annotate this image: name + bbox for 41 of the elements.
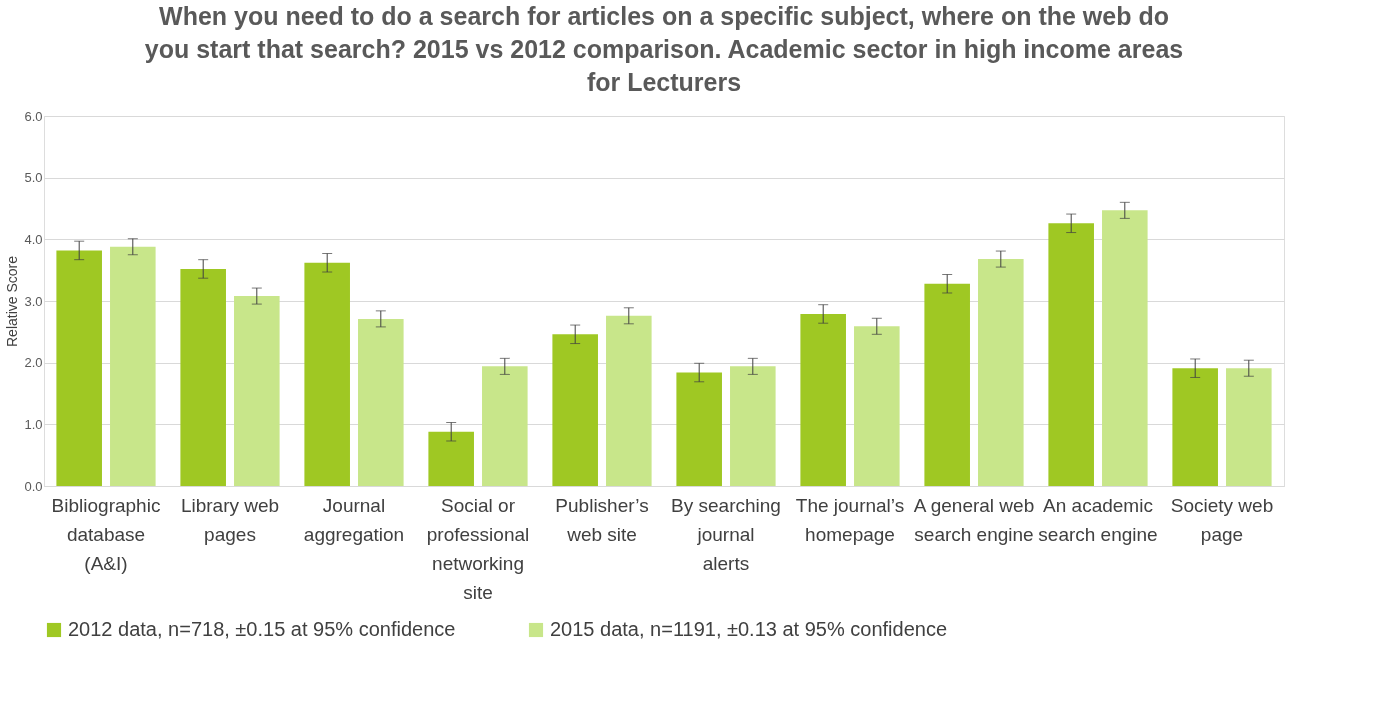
bar xyxy=(854,326,900,486)
bar xyxy=(482,366,528,486)
bar xyxy=(606,315,652,486)
x-tick-label: Society web page xyxy=(1170,494,1274,545)
bar xyxy=(180,268,226,486)
y-tick-label: 0.0 xyxy=(24,478,43,494)
bar xyxy=(56,250,102,486)
bar xyxy=(110,246,156,486)
y-axis-title: Relative Score xyxy=(4,255,21,348)
bar xyxy=(676,372,722,486)
bar xyxy=(428,431,474,486)
bar xyxy=(304,262,350,486)
y-tick-label: 6.0 xyxy=(24,108,43,124)
legend-label: 2015 data, n=1191, ±0.13 at 95% confidence xyxy=(550,618,948,640)
bar xyxy=(552,334,598,486)
x-tick-label: Social or professional networking site xyxy=(426,494,530,603)
bar xyxy=(800,313,846,486)
x-tick-label: Bibliographic database (A&I) xyxy=(51,494,161,574)
legend-label: 2012 data, n=718, ±0.15 at 95% confidence xyxy=(68,618,456,640)
bar xyxy=(1048,223,1094,486)
y-tick-label: 1.0 xyxy=(24,416,43,432)
x-tick-label: Library web pages xyxy=(180,494,280,545)
x-tick-label: Journal aggregation xyxy=(303,494,405,545)
bar xyxy=(924,283,970,486)
bar xyxy=(234,296,280,486)
bar xyxy=(1172,368,1218,486)
y-tick-label: 2.0 xyxy=(24,355,43,371)
y-tick-label: 3.0 xyxy=(24,293,43,309)
bar xyxy=(358,318,404,486)
x-tick-label: A general web search engine xyxy=(913,494,1035,545)
x-tick-label: Publisher’s web site xyxy=(555,494,649,545)
bar xyxy=(730,366,776,486)
chart-title: When you need to do a search for articles on a specific subject, where on the web do you start that search? 2015 vs 2012 comparison. Academic sector in high income areas for Lecturers xyxy=(144,2,1184,96)
y-tick-label: 5.0 xyxy=(24,170,43,186)
bar xyxy=(978,259,1024,486)
bar xyxy=(1226,368,1272,486)
x-tick-label: The journal’s homepage xyxy=(795,494,905,545)
bar xyxy=(1102,210,1148,486)
y-tick-label: 4.0 xyxy=(24,231,43,247)
x-tick-label: An academic search engine xyxy=(1038,494,1158,545)
x-tick-label: By searching journal alerts xyxy=(671,494,781,574)
